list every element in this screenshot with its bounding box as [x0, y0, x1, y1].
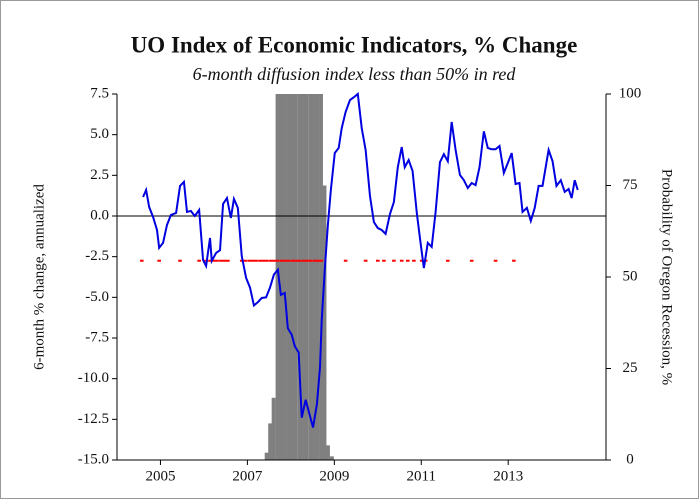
- y-tick-label: 2.5: [90, 167, 109, 183]
- recession-bar: [326, 445, 330, 460]
- recession-bar: [319, 94, 323, 460]
- x-tick-label: 2007: [232, 468, 263, 484]
- recession-bar: [271, 397, 276, 460]
- x-tick-label: 2005: [145, 468, 175, 484]
- x-tick-label: 2009: [319, 468, 349, 484]
- recession-bar: [308, 94, 313, 460]
- x-tick-label: 2013: [493, 468, 523, 484]
- y-tick-label: 5.0: [90, 126, 109, 142]
- recession-bar: [322, 185, 327, 460]
- y2-tick-label: 25: [623, 360, 638, 376]
- y-tick-label: -2.5: [85, 248, 109, 264]
- y2-tick-label: 0: [626, 451, 634, 467]
- x-tick-label: 2011: [407, 468, 436, 484]
- y-tick-label: -10.0: [78, 370, 109, 386]
- chart-subtitle: 6-month diffusion index less than 50% in…: [193, 64, 517, 84]
- recession-bar: [264, 452, 269, 460]
- recession-bar: [311, 94, 316, 460]
- y-axis-label: 6-month % change, annualized: [31, 184, 47, 370]
- y-tick-label: -12.5: [78, 411, 109, 427]
- y2-tick-label: 50: [623, 268, 638, 284]
- recession-bar: [289, 94, 294, 460]
- y2-tick-label: 100: [619, 85, 642, 101]
- y2-axis-label: Probability of Oregon Recession, %: [659, 169, 675, 385]
- y-tick-label: -5.0: [85, 289, 109, 305]
- y-tick-label: -15.0: [78, 451, 109, 467]
- recession-bar: [279, 94, 283, 460]
- y-tick-label: 0.0: [90, 207, 109, 223]
- recession-bar: [282, 94, 287, 460]
- y-tick-label: 7.5: [90, 85, 109, 101]
- y-tick-label: -7.5: [85, 329, 109, 345]
- recession-bar: [329, 456, 334, 460]
- index-line: [142, 92, 579, 428]
- recession-bar: [268, 423, 273, 460]
- recession-bar: [297, 94, 302, 460]
- recession-bar: [315, 94, 320, 460]
- y2-tick-label: 75: [623, 177, 638, 193]
- chart-title: UO Index of Economic Indicators, % Chang…: [131, 32, 578, 57]
- recession-bar: [300, 94, 305, 460]
- recession-bar: [304, 94, 309, 460]
- recession-bar: [293, 94, 298, 460]
- recession-bar: [286, 94, 291, 460]
- recession-bar: [275, 94, 280, 460]
